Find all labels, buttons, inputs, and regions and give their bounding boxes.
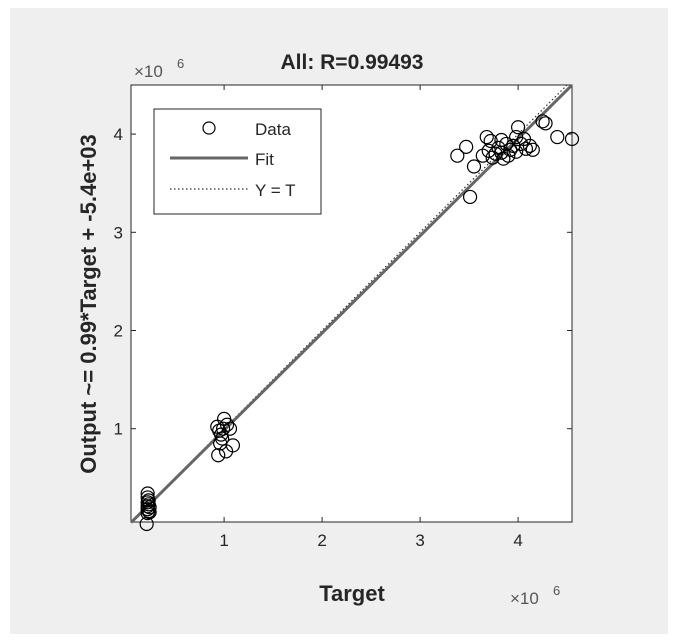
y-exponent-base: ×10 xyxy=(134,62,163,81)
data-point xyxy=(140,502,155,517)
data-point xyxy=(564,131,580,147)
y-tick-label: 1 xyxy=(114,420,123,439)
data-point xyxy=(525,142,540,157)
legend-data-marker xyxy=(202,121,216,135)
y-tick-label: 4 xyxy=(114,125,123,144)
data-point xyxy=(494,132,509,148)
chart-marks: 1 2 3 4 1 2 3 4 xyxy=(114,84,580,550)
data-point xyxy=(462,189,478,205)
x-tick-label: 1 xyxy=(219,531,228,550)
x-exponent-power: 6 xyxy=(553,583,560,598)
data-point xyxy=(518,141,534,156)
y-axis-label: Output ~= 0.99*Target + -5.4e+03 xyxy=(76,134,101,474)
data-point xyxy=(509,144,524,159)
regression-plot: 1 2 3 4 1 2 3 4 All: R=0.99493 Target Output ~=… xyxy=(76,51,580,608)
legend-fit-label: Fit xyxy=(255,150,274,169)
x-tick-label: 2 xyxy=(317,531,326,550)
data-point xyxy=(503,142,518,157)
x-tick-label: 3 xyxy=(415,531,424,550)
data-point xyxy=(222,421,238,436)
data-point xyxy=(219,417,235,432)
data-point xyxy=(466,159,482,174)
figure-background: 1 2 3 4 1 2 3 4 All: R=0.99493 Target Output ~=… xyxy=(10,8,668,634)
data-point xyxy=(550,129,565,145)
data-point xyxy=(522,138,537,153)
data-point xyxy=(140,506,155,521)
data-point xyxy=(211,448,226,463)
data-point xyxy=(450,148,465,163)
chart-title: All: R=0.99493 xyxy=(280,51,423,74)
identity-line xyxy=(130,84,568,523)
legend: Data Fit Y = T xyxy=(153,108,322,215)
data-point xyxy=(225,438,241,453)
data-point xyxy=(511,120,526,135)
data-point xyxy=(459,139,474,154)
data-point xyxy=(140,499,155,514)
data-point xyxy=(479,129,494,145)
x-tick-label: 4 xyxy=(513,531,522,550)
data-point xyxy=(139,516,154,532)
data-point xyxy=(538,116,553,131)
data-point xyxy=(535,114,550,129)
x-axis-label: Target xyxy=(319,581,385,606)
legend-yt-label: Y = T xyxy=(255,181,295,200)
x-exponent-base: ×10 xyxy=(510,589,539,608)
data-point xyxy=(509,129,524,145)
y-axis-exponent: ×10 6 xyxy=(134,56,184,81)
legend-data-label: Data xyxy=(255,120,291,139)
data-point xyxy=(216,421,231,436)
y-tick-label: 2 xyxy=(114,322,123,341)
y-exponent-power: 6 xyxy=(177,56,184,71)
y-tick-label: 3 xyxy=(114,223,123,242)
x-axis-exponent: ×10 6 xyxy=(510,583,560,608)
legend-box xyxy=(153,108,322,215)
